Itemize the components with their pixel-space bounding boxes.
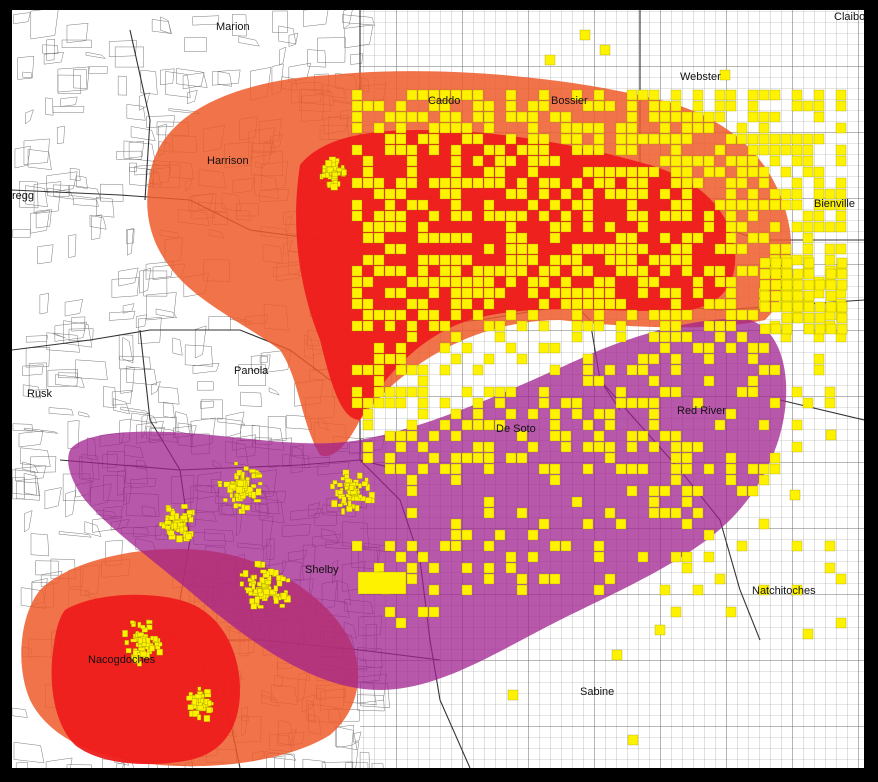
county-label-claiborne: Claibo xyxy=(834,11,865,23)
county-label-sabine: Sabine xyxy=(580,686,614,698)
county-label-bienville: Bienville xyxy=(814,198,855,210)
county-labels: Marion Claibo Caddo Bossier Webster Harr… xyxy=(12,11,865,698)
county-label-gregg: regg xyxy=(12,190,34,202)
county-label-natchitoches: Natchitoches xyxy=(752,585,816,597)
county-label-webster: Webster xyxy=(680,71,721,83)
zone-red-south xyxy=(51,594,241,765)
county-label-bossier: Bossier xyxy=(551,95,588,107)
county-label-de-soto: De Soto xyxy=(496,423,536,435)
county-label-red-river: Red River xyxy=(677,405,726,417)
county-label-nacogdoches: Nacogdoches xyxy=(88,654,156,666)
county-label-rusk: Rusk xyxy=(27,388,53,400)
county-label-shelby: Shelby xyxy=(305,564,339,576)
county-label-marion: Marion xyxy=(216,21,250,33)
county-label-caddo: Caddo xyxy=(428,95,460,107)
county-label-harrison: Harrison xyxy=(207,155,249,167)
county-label-panola: Panola xyxy=(234,365,269,377)
well-markers xyxy=(122,29,848,746)
